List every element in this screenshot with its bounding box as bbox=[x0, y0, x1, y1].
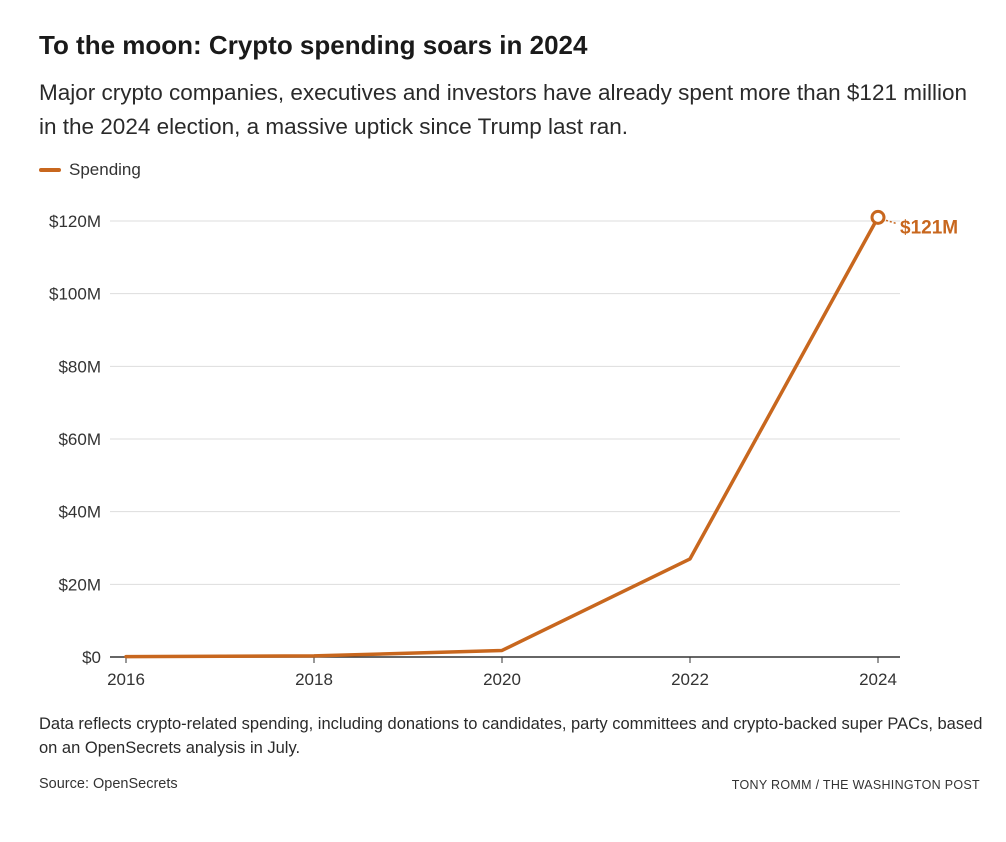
y-tick-label: $100M bbox=[49, 285, 101, 304]
x-tick-label: 2018 bbox=[295, 670, 333, 689]
annotation-leader bbox=[885, 219, 897, 225]
series-line-layer bbox=[124, 215, 880, 659]
line-chart: $0 $20M $40M $60M $80M $100M $120M 2016 2018 202… bbox=[49, 209, 958, 689]
x-tick-label: 2016 bbox=[107, 670, 145, 689]
annotation-layer: $121M bbox=[870, 209, 958, 238]
grid-lines bbox=[110, 220, 900, 658]
chart-title: To the moon: Crypto spending soars in 20… bbox=[39, 30, 588, 60]
legend-swatch bbox=[39, 168, 61, 172]
endpoint-value-label: $121M bbox=[900, 217, 958, 238]
credit-text: TONY ROMM / THE WASHINGTON POST bbox=[731, 778, 980, 792]
legend-label: Spending bbox=[69, 160, 141, 179]
chart-subtitle: Major crypto companies, executives and i… bbox=[39, 80, 967, 139]
y-tick-label: $0 bbox=[82, 648, 101, 667]
y-tick-label: $40M bbox=[58, 503, 101, 522]
legend: Spending bbox=[39, 160, 141, 180]
footnote: Data reflects crypto-related spending, i… bbox=[39, 715, 983, 757]
x-axis-tick-labels: 2016 2018 2020 2022 2024 bbox=[107, 657, 897, 689]
x-tick-label: 2022 bbox=[671, 670, 709, 689]
series-line-spending bbox=[124, 215, 880, 659]
x-tick-label: 2020 bbox=[483, 670, 521, 689]
y-tick-label: $20M bbox=[58, 575, 101, 594]
endpoint-marker bbox=[870, 209, 886, 225]
source-text: Source: OpenSecrets bbox=[39, 776, 178, 792]
y-tick-label: $80M bbox=[58, 357, 101, 376]
y-tick-label: $60M bbox=[58, 430, 101, 449]
x-tick-label: 2024 bbox=[859, 670, 897, 689]
y-tick-label: $120M bbox=[49, 212, 101, 231]
y-axis-tick-labels: $0 $20M $40M $60M $80M $100M $120M bbox=[49, 212, 101, 667]
